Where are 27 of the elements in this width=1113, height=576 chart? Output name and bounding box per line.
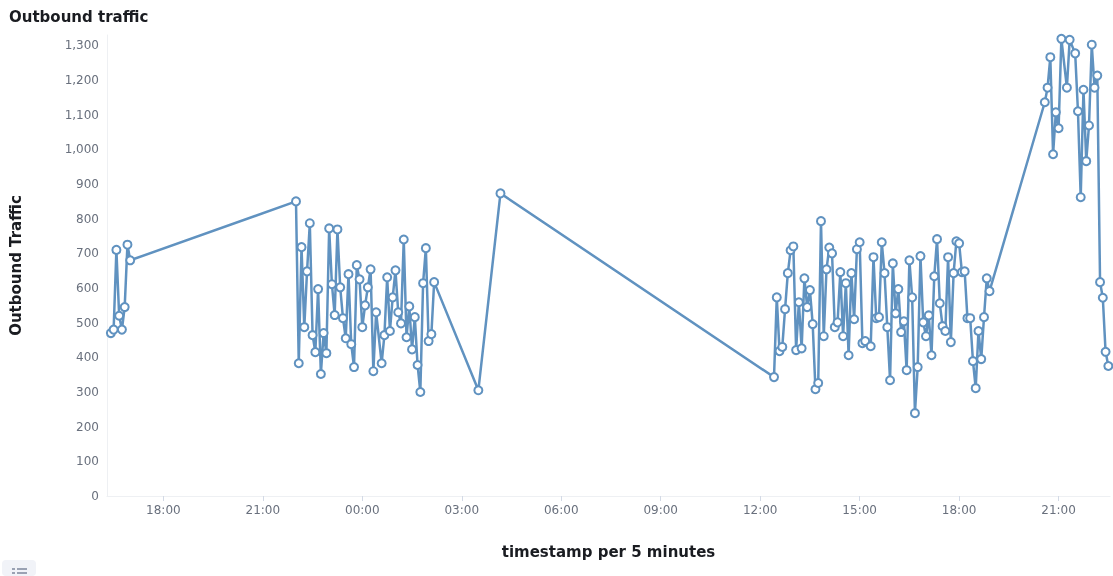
x-tick-label: 21:00: [245, 503, 281, 517]
x-tick-label: 00:00: [345, 503, 380, 517]
x-tick-label: 15:00: [842, 503, 877, 517]
y-tick-label: 400: [76, 350, 99, 365]
y-tick-label: 1,200: [64, 73, 99, 88]
x-tick-label: 21:00: [1041, 503, 1076, 517]
x-tick-label: 12:00: [742, 503, 778, 517]
y-tick-label: 1,300: [64, 38, 99, 53]
y-tick-label: 200: [76, 419, 99, 434]
y-tick-label: 800: [76, 211, 99, 226]
y-tick-label: 700: [76, 246, 99, 261]
x-tick-label: 06:00: [543, 503, 579, 517]
x-axis-title: timestamp per 5 minutes: [501, 542, 716, 561]
y-tick-label: 1,000: [64, 142, 99, 157]
y-tick-label: 900: [76, 177, 99, 192]
x-tick-label: 18:00: [146, 503, 181, 517]
y-tick-label: 300: [76, 385, 99, 400]
x-tick-label: 03:00: [444, 503, 480, 517]
y-tick-label: 600: [76, 281, 99, 296]
x-tick-label: 18:00: [941, 503, 977, 517]
y-axis-title: Outbound Traffic: [6, 195, 25, 336]
chart-title: Outbound traffic: [9, 7, 149, 26]
y-tick-label: 0: [91, 489, 99, 503]
x-tick-label: 09:00: [643, 503, 679, 517]
y-tick-label: 100: [76, 454, 99, 469]
y-tick-label: 1,100: [64, 107, 99, 122]
y-tick-label: 500: [76, 315, 99, 330]
